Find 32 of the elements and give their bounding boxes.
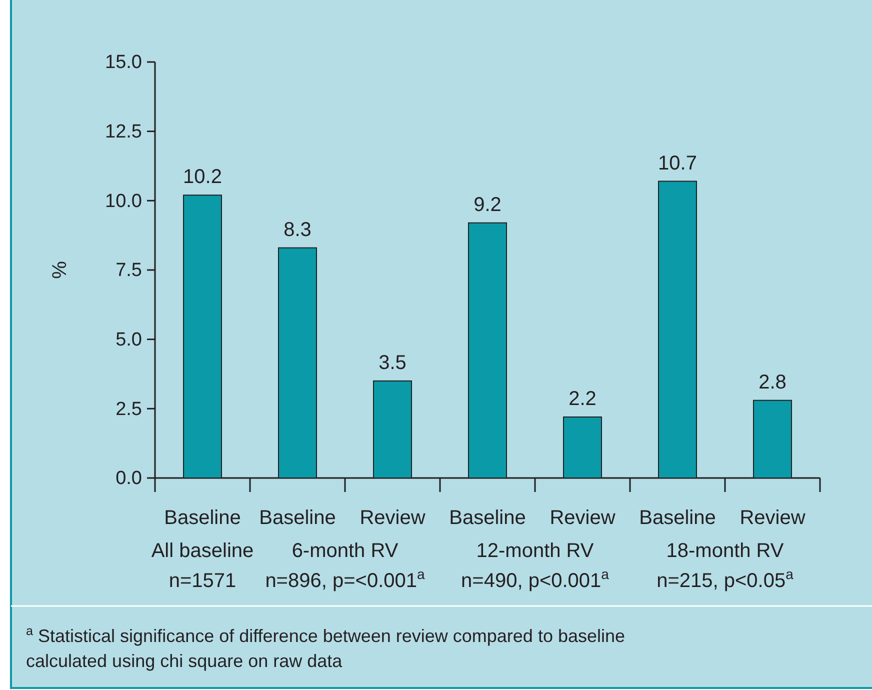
x-tick-label: Review bbox=[550, 507, 616, 529]
text: n=490, p<0.001$^{a}$ bbox=[461, 566, 610, 592]
y-tick-label: 15.0 bbox=[105, 52, 142, 74]
y-axis-title: % bbox=[49, 260, 71, 279]
y-tick-label: 12.5 bbox=[105, 121, 142, 142]
data-label: 10.7 bbox=[658, 152, 697, 174]
x-tick-label: Baseline bbox=[259, 507, 336, 529]
text: $^{a}$ Statistical significance of difference between review compared to baseline bbox=[26, 624, 626, 646]
text: All baseline bbox=[151, 540, 254, 562]
text: 18-month RV bbox=[666, 540, 784, 562]
data-label: 8.3 bbox=[284, 218, 312, 241]
text: 6-month RV bbox=[292, 540, 399, 562]
x-tick-label: Baseline bbox=[449, 507, 526, 529]
data-label: 3.5 bbox=[378, 352, 406, 374]
x-tick-label: Baseline bbox=[164, 507, 241, 529]
data-label: 2.2 bbox=[568, 388, 596, 410]
y-tick-label: 5.0 bbox=[116, 329, 142, 350]
text: calculated using chi square on raw data bbox=[26, 651, 344, 671]
text: n=215, p<0.05$^{a}$ bbox=[656, 566, 794, 592]
text: n=1571 bbox=[168, 570, 236, 592]
data-label: 9.2 bbox=[474, 194, 502, 216]
x-tick-label: Baseline bbox=[639, 507, 716, 529]
data-label: 2.8 bbox=[758, 371, 786, 394]
y-tick-label: 2.5 bbox=[116, 398, 142, 420]
data-label: 10.2 bbox=[183, 166, 222, 188]
y-tick-label: 0.0 bbox=[116, 468, 142, 490]
y-tick-label: 7.5 bbox=[116, 260, 142, 282]
text: 12-month RV bbox=[476, 540, 594, 562]
x-tick-label: Review bbox=[360, 507, 426, 529]
text: n=896, p=<0.001$^{a}$ bbox=[265, 566, 426, 592]
x-tick-label: Review bbox=[740, 507, 806, 529]
y-tick-label: 10.0 bbox=[105, 190, 142, 212]
